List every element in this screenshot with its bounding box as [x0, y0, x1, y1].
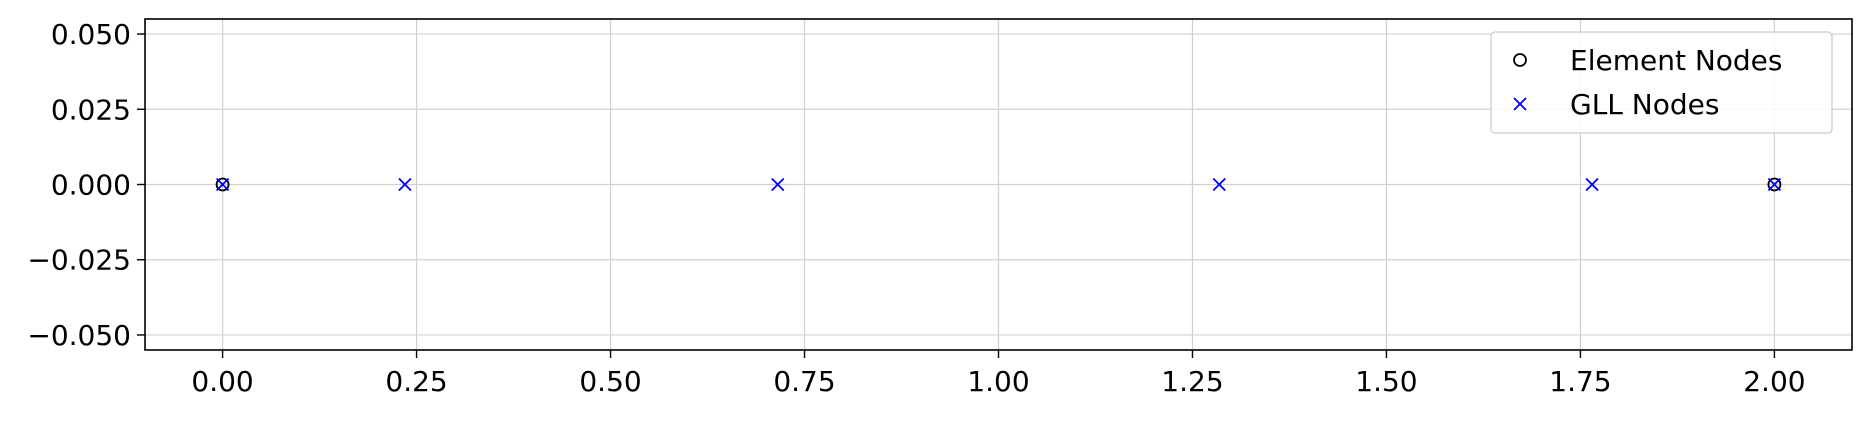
legend-marker-gll-nodes — [1513, 97, 1527, 111]
series-gll-nodes — [215, 177, 1782, 192]
legend-label-gll-nodes: GLL Nodes — [1570, 88, 1719, 121]
y-axis-ticks: 0.050 0.025 0.000 −0.025 −0.050 — [27, 18, 145, 352]
gll-nodes-point — [1585, 177, 1599, 192]
gll-nodes-point-stroke — [1585, 177, 1599, 192]
gll-nodes-point-stroke — [1767, 177, 1782, 192]
gll-nodes-point-stroke — [771, 177, 785, 192]
x-tick-label: 0.25 — [385, 365, 447, 398]
legend-marker-element-nodes — [1513, 53, 1527, 67]
chart-series — [215, 177, 1782, 192]
plot-frame — [144, 18, 1853, 351]
y-tick-label: 0.000 — [51, 169, 131, 202]
x-tick-label: 0.75 — [773, 365, 835, 398]
y-tick-label: −0.050 — [27, 319, 131, 352]
gll-nodes-point — [771, 177, 785, 192]
legend-box — [1490, 31, 1833, 134]
element-nodes-point — [1767, 177, 1782, 192]
x-tick-label: 0.00 — [191, 365, 253, 398]
gll-nodes-point-stroke — [215, 177, 230, 192]
legend-label-element-nodes: Element Nodes — [1570, 44, 1783, 77]
gll-nodes-point — [215, 177, 230, 192]
x-tick-label: 1.75 — [1549, 365, 1611, 398]
gll-nodes-point-stroke — [1212, 177, 1226, 192]
x-tick-label: 1.25 — [1161, 365, 1223, 398]
y-tick-label: 0.050 — [51, 18, 131, 51]
element-nodes-point — [215, 177, 230, 192]
x-tick-label: 2.00 — [1743, 365, 1805, 398]
legend-marker-gll-nodes-stroke — [1513, 97, 1527, 111]
x-tick-label: 1.00 — [967, 365, 1029, 398]
gll-nodes-point — [398, 177, 412, 192]
gll-nodes-point — [1767, 177, 1782, 192]
x-axis-ticks: 0.00 0.25 0.50 0.75 1.00 1.25 1.50 1.75 2.00 — [191, 350, 1806, 398]
y-tick-label: −0.025 — [27, 244, 131, 277]
series-element-nodes — [215, 177, 1782, 192]
legend: Element Nodes GLL Nodes — [1490, 31, 1833, 134]
gll-nodes-point-stroke — [398, 177, 412, 192]
x-tick-label: 1.50 — [1355, 365, 1417, 398]
gll-nodes-point — [1212, 177, 1226, 192]
y-tick-label: 0.025 — [51, 93, 131, 126]
x-tick-label: 0.50 — [579, 365, 641, 398]
